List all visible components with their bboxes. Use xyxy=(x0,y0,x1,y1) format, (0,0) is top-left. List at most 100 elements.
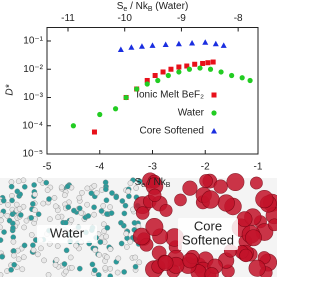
point xyxy=(134,86,140,92)
water-atom xyxy=(20,177,27,184)
water-atom xyxy=(119,198,126,204)
water-atom xyxy=(93,190,100,196)
water-atom xyxy=(21,184,28,190)
water-atom xyxy=(52,203,59,210)
water-atom xyxy=(104,211,110,217)
x-tick-label: -5 xyxy=(43,162,52,173)
water-atom xyxy=(125,188,131,195)
core-atom xyxy=(245,229,262,247)
core-atom xyxy=(248,259,266,277)
water-atom xyxy=(91,267,98,273)
water-atom xyxy=(98,208,105,214)
water-atom xyxy=(45,272,52,278)
core-atom xyxy=(157,255,174,271)
water-atom xyxy=(107,246,114,252)
water-atom xyxy=(76,194,83,201)
water-atom xyxy=(0,212,4,218)
point xyxy=(149,42,156,48)
core-atom xyxy=(182,180,198,196)
water-atom xyxy=(77,265,83,272)
point xyxy=(176,69,182,75)
point xyxy=(205,60,211,66)
point xyxy=(247,77,253,84)
water-atom xyxy=(35,251,41,258)
point xyxy=(152,73,158,79)
point xyxy=(91,129,97,135)
core-atom xyxy=(174,193,187,207)
water-atom xyxy=(73,242,79,249)
water-atom xyxy=(21,254,27,261)
y-tick-label: 10⁻⁵ xyxy=(22,149,43,160)
water-atom xyxy=(0,237,4,243)
water-atom xyxy=(32,191,38,198)
water-atom xyxy=(35,211,42,218)
water-atom xyxy=(64,183,71,190)
water-atom xyxy=(21,224,27,231)
water-atom xyxy=(15,256,22,263)
water-atom xyxy=(51,195,58,201)
water-atom xyxy=(28,232,35,238)
water-atom xyxy=(44,187,51,193)
water-atom xyxy=(95,272,102,278)
water-atom xyxy=(79,189,85,196)
point xyxy=(192,61,198,67)
water-atom xyxy=(63,247,70,254)
water-atom xyxy=(62,268,69,275)
x2-tick-label: -9 xyxy=(177,13,186,24)
water-atom xyxy=(52,262,59,268)
water-atom xyxy=(91,211,97,218)
point xyxy=(123,94,129,101)
water-atom xyxy=(114,269,121,276)
water-atom xyxy=(118,240,125,247)
water-atom xyxy=(58,184,65,191)
water-atom xyxy=(124,244,130,250)
core-atom xyxy=(132,227,151,246)
point xyxy=(138,43,145,49)
y-tick-label: 10⁻³ xyxy=(23,92,43,103)
x2-tick-label: -8 xyxy=(234,13,243,24)
x2-tick-label: -10 xyxy=(117,13,132,24)
water-atom xyxy=(18,212,24,218)
water-atom xyxy=(32,207,38,214)
water-atom xyxy=(6,217,13,224)
water-atom xyxy=(92,247,98,253)
x-tick-label: -2 xyxy=(201,162,210,173)
water-atom xyxy=(133,185,139,191)
core-atom xyxy=(217,194,235,212)
water-atom xyxy=(127,180,134,187)
point xyxy=(144,77,150,83)
water-atom xyxy=(15,178,22,185)
legend-label: Ionic Melt BeF₂ xyxy=(136,90,204,101)
water-atom xyxy=(84,201,90,208)
water-atom xyxy=(108,210,115,216)
water-atom xyxy=(68,217,75,223)
point xyxy=(165,72,171,79)
axis-label-part: (Water) xyxy=(153,1,189,12)
water-atom xyxy=(31,182,37,188)
axis-label-part: / Nk xyxy=(127,1,149,12)
axis-label-part: S xyxy=(117,1,124,12)
water-atom xyxy=(91,204,97,211)
core-atom xyxy=(255,190,274,209)
water-atom xyxy=(122,202,129,209)
water-atom xyxy=(91,183,98,189)
water-atom xyxy=(40,200,47,207)
figure: D* -5 -4 -3 -2 -1 -11 -10 -9 -8 10⁻¹ 10⁻² 10⁻³ 10⁻⁴ 1… xyxy=(0,1,283,282)
water-atom xyxy=(10,225,16,231)
point xyxy=(168,66,174,72)
water-atom xyxy=(1,229,7,235)
water-atom xyxy=(118,219,124,226)
water-atom xyxy=(67,254,74,261)
legend-marker xyxy=(211,92,217,98)
y-tick-label: 10⁻² xyxy=(23,64,43,75)
point xyxy=(155,77,161,84)
water-atom xyxy=(14,188,21,195)
water-atom xyxy=(4,212,11,219)
legend-marker xyxy=(211,128,217,134)
water-atom xyxy=(78,210,84,216)
x-tick-label: -4 xyxy=(95,162,104,173)
x2-tick-label: -11 xyxy=(61,13,75,24)
core-atom xyxy=(182,252,198,269)
water-atom xyxy=(107,273,114,279)
core-atom xyxy=(239,248,253,263)
